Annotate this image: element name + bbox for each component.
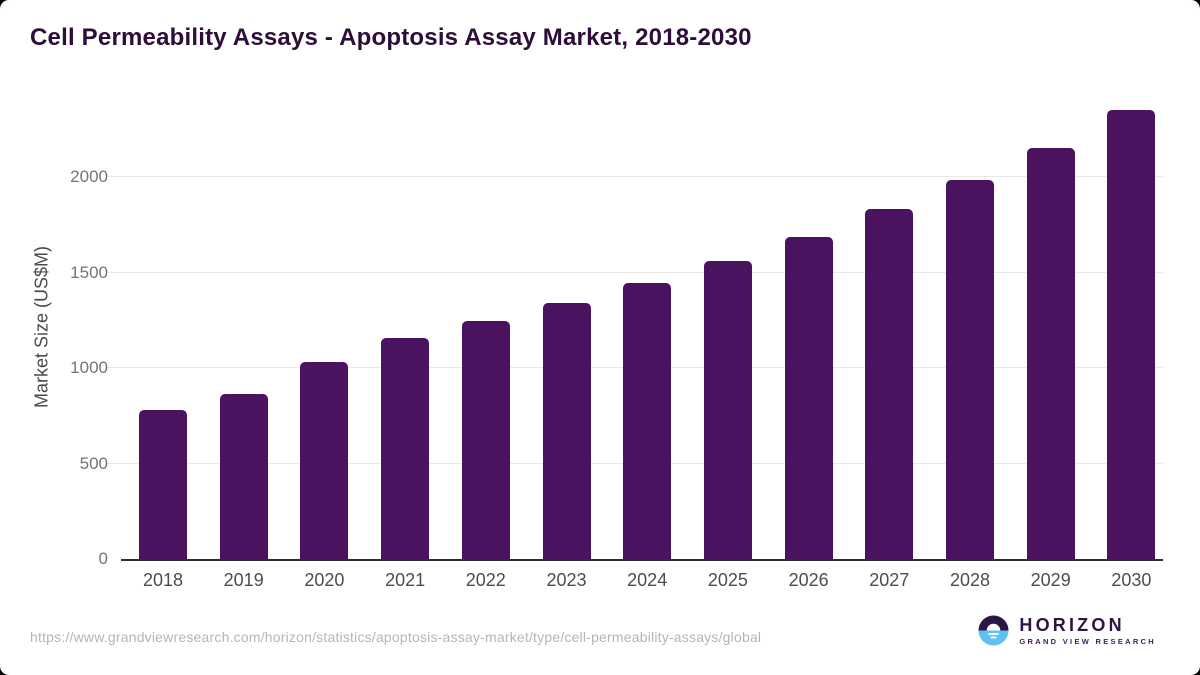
y-tick-label-1000: 1000 [70,358,108,377]
gridline-2000 [107,176,1163,177]
source-url: https://www.grandviewresearch.com/horizo… [30,629,762,645]
bar-2029 [1026,148,1075,559]
y-tick-label-2000: 2000 [70,167,108,186]
bar-2028 [946,179,994,559]
bar-2019 [219,393,268,559]
x-tick-label-2021: 2021 [385,570,426,590]
y-tick-label-500: 500 [79,453,108,473]
y-tick-label-1500: 1500 [70,262,108,282]
chart-title: Cell Permeability Assays - Apoptosis Ass… [30,24,752,51]
bar-2024 [623,283,672,559]
x-tick-label-2024: 2024 [627,570,668,590]
logo-text: HORIZON GRAND VIEW RESEARCH [1019,616,1156,646]
x-tick-label-2019: 2019 [223,570,264,590]
x-tick-label-2023: 2023 [546,570,587,590]
bar-2021 [381,338,430,559]
gridline-1500 [107,271,1163,273]
bar-2025 [703,261,752,559]
x-tick-label-2020: 2020 [304,570,345,590]
bar-2026 [784,237,833,559]
x-tick-label-2025: 2025 [707,570,748,590]
bar-2022 [461,321,510,559]
logo-subtitle: GRAND VIEW RESEARCH [1019,636,1156,646]
logo-name: HORIZON [1019,614,1125,635]
horizon-sunrise-icon [978,615,1009,646]
horizon-logo: HORIZON GRAND VIEW RESEARCH [978,615,1156,646]
y-tick-label-0: 0 [98,549,108,568]
bar-2027 [865,209,914,559]
bar-2018 [139,410,187,559]
x-tick-label-2022: 2022 [465,570,506,590]
y-axis-title: Market Size (US$M) [31,245,52,409]
x-tick-label-2029: 2029 [1030,570,1071,590]
bar-2030 [1107,110,1156,559]
x-tick-label-2026: 2026 [788,570,829,590]
x-tick-label-2018: 2018 [142,570,184,590]
x-tick-label-2027: 2027 [869,570,910,590]
bar-2023 [542,303,591,559]
bar-2020 [300,362,349,559]
plot-area [107,95,1163,561]
x-tick-label-2028: 2028 [949,570,991,590]
x-tick-label-2030: 2030 [1111,570,1152,590]
